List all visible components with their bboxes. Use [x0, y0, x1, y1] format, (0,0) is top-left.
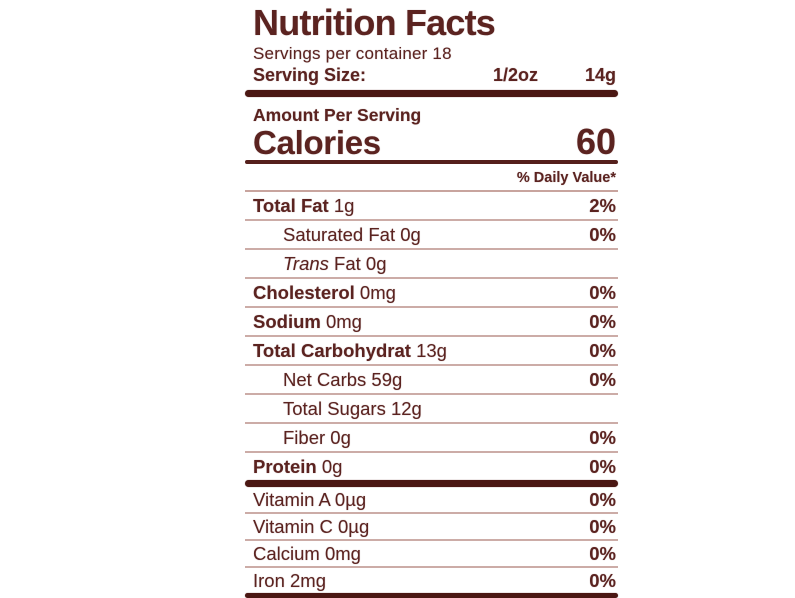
- micronutrient-name: Vitamin A 0µg: [253, 488, 367, 510]
- nutrient-daily-value: 0%: [589, 310, 616, 332]
- micronutrient-name: Calcium 0mg: [253, 542, 361, 564]
- nutrient-row-fiber: Fiber 0g 0%: [245, 424, 618, 453]
- calories-divider: [245, 160, 618, 164]
- micronutrient-daily-value: 0%: [589, 488, 616, 510]
- nutrient-daily-value: 2%: [589, 194, 616, 216]
- daily-value-divider: [245, 190, 618, 192]
- nutrient-name: Cholesterol 0mg: [253, 282, 396, 304]
- nutrient-row-cholesterol: Cholesterol 0mg 0%: [245, 279, 618, 308]
- serving-size-row: Serving Size: 1/2oz 14g: [245, 65, 618, 86]
- nutrient-name-rest: 0mg: [320, 310, 362, 332]
- micronutrient-row-calcium: Calcium 0mg 0%: [245, 541, 618, 568]
- nutrient-row-sodium: Sodium 0mg 0%: [245, 308, 618, 337]
- nutrient-name: Total Fat 1g: [253, 195, 354, 217]
- nutrient-daily-value: 0%: [589, 281, 616, 303]
- nutrient-name-rest: 13g: [410, 339, 447, 361]
- nutrient-row-protein: Protein 0g 0%: [245, 453, 618, 480]
- nutrient-name: Total Carbohydrat 13g: [253, 340, 447, 362]
- nutrient-row-total-carbohydrate: Total Carbohydrat 13g 0%: [245, 337, 618, 366]
- calories-row: Calories 60: [245, 121, 618, 162]
- micronutrient-daily-value: 0%: [589, 515, 616, 537]
- micronutrient-row-vitamin-c: Vitamin C 0µg 0%: [245, 514, 618, 541]
- nutrient-name-rest: Fat 0g: [328, 252, 387, 274]
- nutrient-name: Fiber 0g: [283, 427, 351, 449]
- nutrient-row-total-sugars: Total Sugars 12g: [245, 395, 618, 424]
- micronutrient-daily-value: 0%: [589, 542, 616, 564]
- serving-size-weight: 14g: [584, 65, 616, 85]
- nutrient-row-total-fat: Total Fat 1g 2%: [245, 192, 618, 221]
- nutrient-row-net-carbs: Net Carbs 59g 0%: [245, 366, 618, 395]
- nutrient-name-bold: Sodium: [253, 310, 321, 332]
- nutrient-row-trans-fat: Trans Fat 0g: [245, 250, 618, 279]
- nutrient-name: Sodium 0mg: [253, 311, 362, 333]
- amount-per-serving-heading: Amount Per Serving: [253, 105, 422, 125]
- nutrient-daily-value: 0%: [589, 426, 616, 448]
- nutrient-name-rest: Fiber 0g: [283, 426, 351, 448]
- micronutrient-name: Iron 2mg: [253, 569, 327, 591]
- nutrient-name-rest: Net Carbs 59g: [283, 368, 403, 390]
- thick-divider-bottom: [245, 593, 618, 598]
- nutrient-name-bold: Total Fat: [253, 194, 329, 216]
- micronutrient-name: Vitamin C 0µg: [253, 515, 370, 537]
- nutrient-name-bold: Protein: [253, 455, 317, 477]
- nutrient-daily-value: 0%: [589, 339, 616, 361]
- nutrient-name: Saturated Fat 0g: [283, 224, 421, 246]
- calories-value: 60: [575, 121, 616, 162]
- nutrient-name-rest: Total Sugars 12g: [283, 397, 422, 419]
- nutrient-daily-value: 0%: [589, 455, 616, 477]
- micronutrient-row-vitamin-a: Vitamin A 0µg 0%: [245, 487, 618, 514]
- label-title: Nutrition Facts: [253, 2, 496, 43]
- nutrient-name-bold: Cholesterol: [253, 281, 355, 303]
- nutrition-facts-label: Nutrition Facts Servings per container 1…: [245, 2, 618, 598]
- serving-size-amount: 1/2oz: [492, 65, 538, 85]
- calories-label: Calories: [253, 124, 381, 161]
- nutrient-name: Total Sugars 12g: [283, 398, 422, 420]
- nutrient-row-saturated-fat: Saturated Fat 0g 0%: [245, 221, 618, 250]
- micronutrient-daily-value: 0%: [589, 569, 616, 591]
- nutrient-daily-value: 0%: [589, 368, 616, 390]
- nutrient-name-rest: 0mg: [354, 281, 396, 303]
- nutrient-name-bold: Total Carbohydrat: [253, 339, 411, 361]
- nutrient-name-rest: Saturated Fat 0g: [283, 223, 421, 245]
- nutrient-name: Net Carbs 59g: [283, 369, 402, 391]
- servings-per-container: Servings per container 18: [253, 44, 452, 63]
- thick-divider-top: [245, 90, 618, 97]
- thick-divider-middle: [245, 480, 618, 487]
- nutrient-name-rest: 0g: [316, 455, 343, 477]
- serving-size-label: Serving Size:: [253, 65, 367, 85]
- nutrient-name: Trans Fat 0g: [283, 253, 387, 275]
- micronutrient-row-iron: Iron 2mg 0%: [245, 568, 618, 593]
- nutrient-daily-value: 0%: [589, 223, 616, 245]
- daily-value-header: % Daily Value*: [516, 170, 616, 186]
- nutrient-name-rest: 1g: [328, 194, 355, 216]
- nutrient-name-italic: Trans: [283, 252, 329, 274]
- nutrient-name: Protein 0g: [253, 456, 342, 478]
